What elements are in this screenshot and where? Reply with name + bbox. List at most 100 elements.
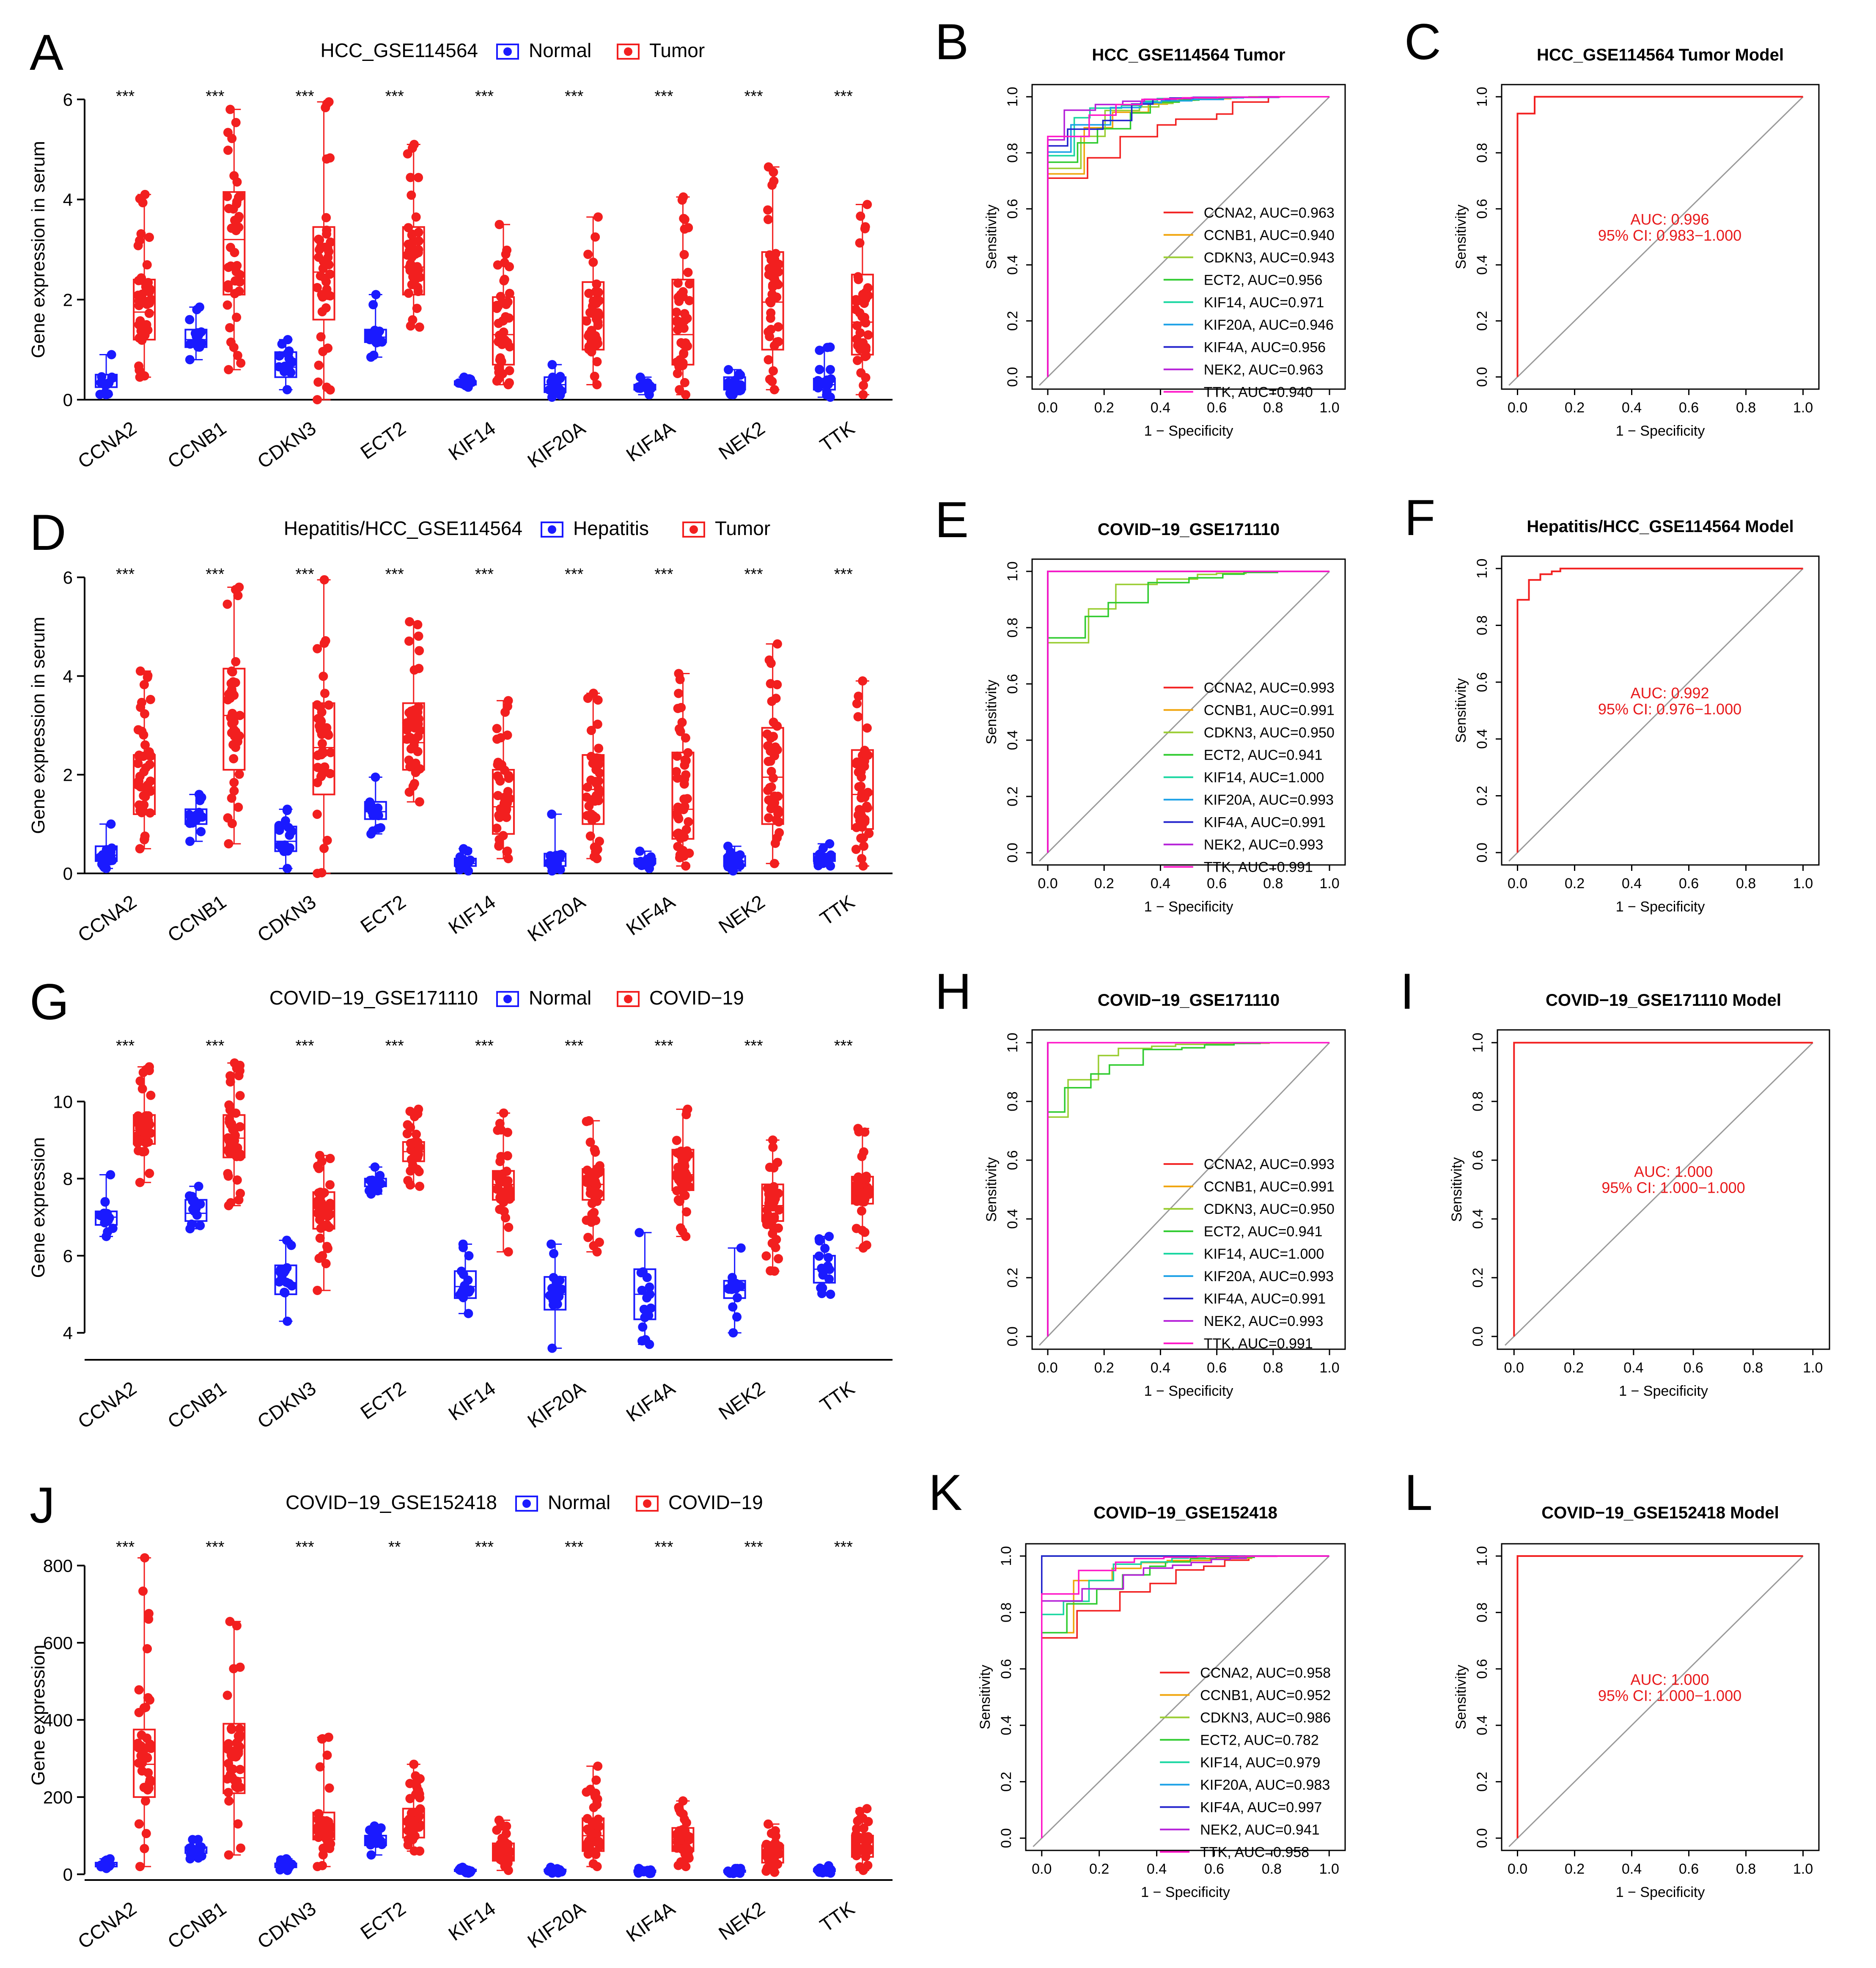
- data-point: [224, 1796, 234, 1806]
- data-point: [768, 366, 778, 376]
- panel-letter-F: F: [1404, 489, 1435, 546]
- x-tick-label: 0.0: [1038, 876, 1057, 892]
- x-tick-label-KIF20A: KIF20A: [523, 417, 589, 472]
- x-tick-label: 0.6: [1207, 1360, 1227, 1376]
- x-tick-label-TTK: TTK: [816, 417, 859, 456]
- x-tick-label-ECT2: ECT2: [356, 417, 409, 464]
- data-point: [285, 1861, 294, 1871]
- data-point: [769, 167, 778, 177]
- x-tick-label-CDKN3: CDKN3: [253, 1897, 320, 1953]
- data-point: [412, 1789, 422, 1798]
- x-tick-label-KIF14: KIF14: [444, 417, 499, 465]
- data-point: [407, 190, 416, 200]
- diagonal-reference: [1033, 1555, 1330, 1847]
- data-point: [403, 1176, 413, 1186]
- significance-KIF14: ***: [475, 565, 494, 583]
- y-tick-label: 0.8: [1474, 615, 1490, 635]
- data-point: [496, 291, 505, 301]
- data-point: [97, 372, 107, 382]
- x-tick-label-NEK2: NEK2: [714, 1897, 769, 1945]
- data-point: [143, 1785, 153, 1795]
- legend-entry-CCNB1: CCNB1, AUC=0.940: [1204, 227, 1335, 243]
- significance-KIF20A: ***: [565, 1037, 584, 1055]
- data-point: [454, 1865, 464, 1875]
- roc-title-B: HCC_GSE114564 Tumor: [1092, 46, 1285, 64]
- data-point: [862, 1804, 872, 1814]
- data-point: [134, 1819, 144, 1829]
- data-point: [773, 267, 783, 277]
- legend-label-2: Tumor: [649, 39, 705, 61]
- diagonal-reference: [1508, 96, 1804, 386]
- data-point: [463, 846, 472, 856]
- diagonal-reference: [1505, 1042, 1813, 1346]
- data-point: [133, 1118, 143, 1128]
- x-tick-label: 0.4: [1151, 400, 1170, 416]
- significance-KIF4A: ***: [654, 1538, 673, 1556]
- model-ci-C: 95% CI: 0.983−1.000: [1598, 227, 1741, 244]
- data-point: [315, 1233, 325, 1243]
- data-point: [227, 728, 236, 738]
- data-point: [585, 307, 595, 317]
- legend-entry-KIF20A: KIF20A, AUC=0.993: [1204, 792, 1334, 808]
- data-point: [235, 1091, 245, 1101]
- data-point: [857, 1206, 866, 1216]
- data-point: [142, 260, 152, 270]
- data-point: [674, 1803, 684, 1812]
- y-axis-label-L: Sensitivity: [1453, 1665, 1469, 1729]
- data-point: [495, 776, 505, 786]
- data-point: [557, 1285, 567, 1294]
- significance-ECT2: ***: [385, 1037, 404, 1055]
- data-point: [595, 1842, 604, 1851]
- data-point: [680, 378, 689, 387]
- x-axis-label-F: 1 − Specificity: [1616, 899, 1705, 915]
- data-point: [455, 1290, 465, 1300]
- x-tick-label: 0.2: [1094, 400, 1114, 416]
- data-point: [229, 171, 239, 181]
- data-point: [674, 362, 684, 372]
- data-point: [727, 865, 737, 875]
- significance-CDKN3: ***: [295, 1037, 314, 1055]
- data-point: [504, 771, 514, 780]
- data-point: [406, 173, 415, 182]
- data-point: [236, 358, 246, 368]
- data-point: [319, 256, 328, 266]
- data-point: [769, 385, 779, 395]
- data-point: [137, 1751, 147, 1761]
- data-point: [768, 773, 778, 783]
- data-point: [275, 822, 285, 832]
- data-point: [140, 835, 149, 845]
- data-point: [770, 791, 780, 801]
- data-point: [492, 823, 502, 833]
- y-axis-label-I: Sensitivity: [1449, 1157, 1465, 1222]
- data-point: [675, 1835, 685, 1844]
- data-point: [276, 1268, 286, 1277]
- data-point: [680, 1191, 690, 1200]
- data-point: [547, 810, 557, 819]
- data-point: [769, 176, 779, 186]
- data-point: [672, 1186, 682, 1196]
- data-point: [229, 1664, 239, 1674]
- data-point: [500, 258, 509, 268]
- data-point: [223, 145, 233, 155]
- data-point: [635, 372, 645, 382]
- data-point: [322, 835, 332, 845]
- data-point: [634, 1866, 643, 1875]
- data-point: [852, 699, 862, 708]
- roc-curve-TTK: [1047, 1042, 1329, 1337]
- data-point: [858, 338, 868, 348]
- x-tick-label-CDKN3: CDKN3: [253, 891, 320, 947]
- legend-entry-KIF14: KIF14, AUC=1.000: [1204, 1246, 1324, 1262]
- data-point: [409, 779, 419, 788]
- data-point: [322, 99, 332, 109]
- x-tick-label: 0.2: [1565, 876, 1585, 892]
- x-tick-label-KIF4A: KIF4A: [622, 890, 679, 939]
- data-point: [402, 718, 412, 728]
- data-point: [684, 279, 694, 289]
- data-point: [319, 575, 329, 585]
- y-tick-label: 0.0: [1474, 1828, 1490, 1848]
- data-point: [583, 1232, 593, 1242]
- panel-letter-K: K: [928, 1464, 962, 1521]
- y-tick-label: 0.6: [1005, 1150, 1021, 1170]
- data-point: [820, 379, 830, 389]
- data-point: [588, 811, 598, 821]
